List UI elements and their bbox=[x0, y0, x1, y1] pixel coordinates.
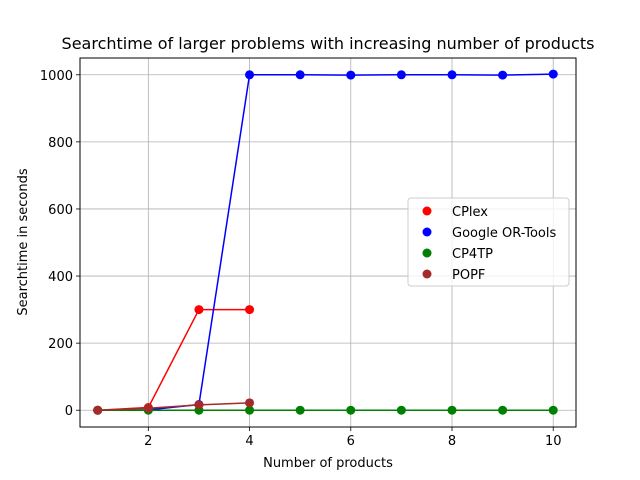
data-point-popf bbox=[93, 405, 103, 415]
data-point-cp4tp bbox=[346, 405, 356, 415]
legend-box bbox=[407, 197, 570, 287]
y-tick-label: 0 bbox=[65, 404, 73, 419]
legend-label: POPF bbox=[452, 268, 485, 283]
data-point-google-or-tools bbox=[548, 69, 558, 79]
y-axis-label: Searchtime in seconds bbox=[16, 168, 31, 316]
legend-label: Google OR-Tools bbox=[452, 226, 556, 241]
legend: CPlex Google OR-Tools CP4TP POPF bbox=[407, 197, 570, 287]
data-point-cp4tp bbox=[295, 405, 305, 415]
ticks: 2 4 6 8 10 0 200 400 600 800 1000 bbox=[40, 69, 562, 449]
legend-label: CP4TP bbox=[452, 247, 493, 262]
x-tick-label: 6 bbox=[347, 434, 355, 449]
data-point-google-or-tools bbox=[295, 70, 305, 80]
data-point-popf bbox=[245, 398, 255, 408]
series-line-popf bbox=[97, 402, 250, 411]
legend-marker bbox=[422, 227, 432, 237]
data-point-cp4tp bbox=[447, 405, 457, 415]
x-tick-label: 2 bbox=[144, 434, 152, 449]
legend-label: CPlex bbox=[452, 205, 488, 220]
y-tick-label: 400 bbox=[48, 270, 73, 285]
data-point-google-or-tools bbox=[346, 70, 356, 80]
legend-marker bbox=[422, 269, 432, 279]
series-popf bbox=[93, 398, 255, 415]
data-point-popf bbox=[143, 403, 153, 413]
x-tick-label: 8 bbox=[448, 434, 456, 449]
data-point-google-or-tools bbox=[245, 70, 255, 80]
x-tick-label: 4 bbox=[245, 434, 253, 449]
data-point-cp4tp bbox=[498, 405, 508, 415]
data-point-google-or-tools bbox=[447, 70, 457, 80]
data-point-google-or-tools bbox=[498, 70, 508, 80]
y-tick-label: 200 bbox=[48, 337, 73, 352]
data-point-google-or-tools bbox=[396, 70, 406, 80]
x-tick-label: 10 bbox=[545, 434, 562, 449]
data-point-cp4tp bbox=[396, 405, 406, 415]
y-tick-label: 1000 bbox=[40, 69, 73, 84]
y-tick-label: 600 bbox=[48, 203, 73, 218]
data-point-cp4tp bbox=[245, 405, 255, 415]
chart-title: Searchtime of larger problems with incre… bbox=[62, 34, 595, 53]
plot-frame bbox=[79, 57, 577, 428]
plot-data bbox=[93, 69, 558, 415]
data-point-cplex bbox=[245, 305, 255, 315]
x-axis-label: Number of products bbox=[263, 456, 393, 471]
data-point-cplex bbox=[194, 305, 204, 315]
legend-marker bbox=[422, 206, 432, 216]
legend-marker bbox=[422, 248, 432, 258]
y-tick-label: 800 bbox=[48, 136, 73, 151]
data-point-cp4tp bbox=[548, 405, 558, 415]
data-point-popf bbox=[194, 400, 204, 410]
